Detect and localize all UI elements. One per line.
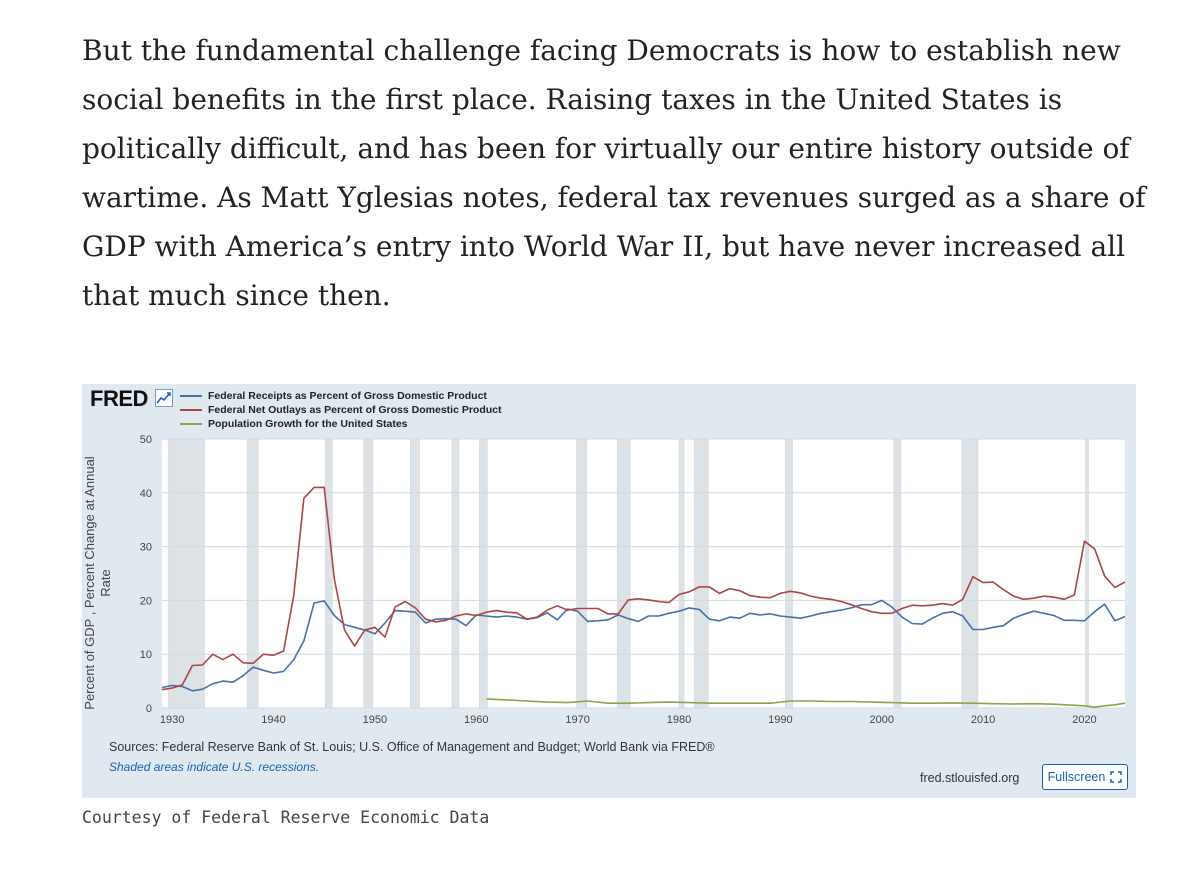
- fullscreen-label: Fullscreen: [1047, 770, 1106, 784]
- x-tick-label: 1930: [160, 714, 184, 726]
- plot-background: [162, 439, 1125, 708]
- series-line-0: [161, 599, 1126, 692]
- recession-band: [324, 438, 333, 709]
- recession-band: [479, 438, 488, 709]
- paragraph-line: social benefits in the first place. Rais…: [82, 83, 1063, 116]
- y-tick-label: 20: [140, 595, 152, 607]
- paragraph-line: wartime. As Matt Yglesias notes, federal…: [82, 181, 1146, 214]
- recession-band: [167, 438, 205, 709]
- legend-swatch: [180, 423, 202, 425]
- legend-label: Population Growth for the United States: [208, 418, 408, 430]
- chart-legend: Federal Receipts as Percent of Gross Dom…: [180, 389, 502, 431]
- recession-band: [893, 438, 902, 709]
- recession-band: [1085, 438, 1089, 709]
- article-body: But the fundamental challenge facing Dem…: [82, 26, 1146, 320]
- legend-item-population: Population Growth for the United States: [180, 417, 502, 431]
- recession-band: [451, 438, 460, 709]
- recession-note: Shaded areas indicate U.S. recessions.: [109, 760, 320, 774]
- fred-logo[interactable]: FRED: [90, 386, 148, 411]
- x-tick-label: 2000: [869, 714, 893, 726]
- recession-band: [410, 438, 420, 709]
- chart-plot-area: 0 10 20 30 40 50 1930 1940 1950 1960 1970 1980 1990 2…: [140, 434, 1126, 726]
- x-tick-label: 1980: [667, 714, 691, 726]
- legend-label: Federal Receipts as Percent of Gross Dom…: [208, 390, 487, 402]
- legend-swatch: [180, 409, 202, 411]
- recession-band: [961, 438, 979, 709]
- legend-label: Federal Net Outlays as Percent of Gross …: [208, 404, 502, 416]
- y-axis-title-text: Percent of GDP , Percent Change at Annua…: [82, 456, 113, 710]
- x-tick-label: 2010: [971, 714, 995, 726]
- paragraph-line: politically difficult, and has been for …: [82, 132, 1130, 165]
- expand-icon: [1110, 771, 1123, 783]
- y-tick-label: 10: [140, 649, 152, 661]
- recession-band: [363, 438, 374, 709]
- x-tick-label: 1990: [768, 714, 792, 726]
- fred-url[interactable]: fred.stlouisfed.org: [920, 771, 1020, 785]
- x-tick-label: 2020: [1072, 714, 1096, 726]
- x-tick-label: 1960: [464, 714, 488, 726]
- recession-band: [616, 438, 631, 709]
- y-tick-label: 50: [140, 434, 152, 446]
- series-line-2: [486, 698, 1126, 709]
- series-line-1: [161, 486, 1126, 691]
- legend-item-receipts: Federal Receipts as Percent of Gross Dom…: [180, 389, 502, 403]
- recession-band: [785, 438, 793, 709]
- y-tick-label: 40: [140, 488, 152, 500]
- fullscreen-button[interactable]: Fullscreen: [1042, 764, 1128, 790]
- image-caption: Courtesy of Federal Reserve Economic Dat…: [82, 808, 490, 827]
- y-tick-label: 0: [146, 703, 152, 715]
- chart-trend-icon: [155, 389, 173, 407]
- y-axis-title: Percent of GDP , Percent Change at Annua…: [82, 452, 113, 714]
- x-tick-label: 1970: [565, 714, 589, 726]
- recession-band: [693, 438, 709, 709]
- legend-item-outlays: Federal Net Outlays as Percent of Gross …: [180, 403, 502, 417]
- recession-band: [678, 438, 685, 709]
- legend-swatch: [180, 395, 202, 397]
- paragraph-line: that much since then.: [82, 279, 391, 312]
- sources-text: Sources: Federal Reserve Bank of St. Lou…: [109, 740, 715, 754]
- x-tick-label: 1950: [363, 714, 387, 726]
- article-paragraph: But the fundamental challenge facing Dem…: [82, 26, 1146, 320]
- x-tick-label: 1940: [261, 714, 285, 726]
- recession-band: [576, 438, 587, 709]
- fred-chart-embed: 0 10 20 30 40 50 1930 1940 1950 1960 1970 1980 1990 2…: [82, 384, 1136, 798]
- paragraph-line: GDP with America’s entry into World War …: [82, 230, 1126, 263]
- paragraph-line: But the fundamental challenge facing Dem…: [82, 34, 1121, 67]
- y-tick-label: 30: [140, 542, 152, 554]
